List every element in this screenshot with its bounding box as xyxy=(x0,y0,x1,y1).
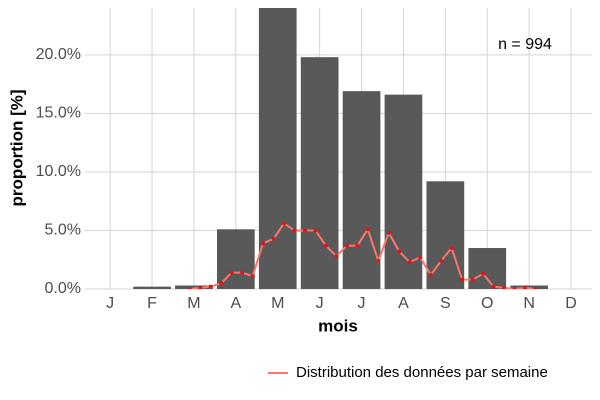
x-tick-label: J xyxy=(358,295,366,312)
point xyxy=(271,236,276,241)
point xyxy=(397,249,402,254)
bar xyxy=(468,248,507,289)
point xyxy=(344,243,349,248)
bar xyxy=(133,286,171,289)
point xyxy=(250,274,255,279)
y-tick-label: 5.0% xyxy=(45,222,81,239)
point xyxy=(439,258,444,263)
point xyxy=(282,221,287,226)
point xyxy=(198,285,203,289)
point xyxy=(229,270,234,275)
x-tick-label: D xyxy=(565,295,577,312)
y-axis-title: proportion [%] xyxy=(7,89,26,206)
point xyxy=(376,258,381,263)
x-axis-title: mois xyxy=(318,316,358,335)
x-tick-label: F xyxy=(147,295,157,312)
point xyxy=(302,228,307,233)
x-tick-label: M xyxy=(271,295,284,312)
point xyxy=(261,241,266,246)
point xyxy=(418,255,423,260)
point xyxy=(219,281,224,286)
annotation: n = 994 xyxy=(498,36,552,53)
bar xyxy=(258,8,297,289)
point xyxy=(323,243,328,248)
x-tick-label: J xyxy=(106,295,114,312)
point xyxy=(208,284,213,289)
point xyxy=(481,271,486,276)
y-tick-label: 0.0% xyxy=(45,280,81,297)
bar xyxy=(175,285,213,289)
x-tick-label: J xyxy=(316,295,324,312)
point xyxy=(365,227,370,232)
point xyxy=(334,254,339,259)
point xyxy=(355,243,360,248)
point xyxy=(240,270,245,275)
point xyxy=(460,277,465,282)
y-tick-label: 10.0% xyxy=(36,163,81,180)
x-tick-label: M xyxy=(187,295,200,312)
point xyxy=(522,285,527,289)
x-tick-label: A xyxy=(231,295,242,312)
point xyxy=(386,230,391,235)
point xyxy=(187,287,192,289)
point xyxy=(491,284,496,289)
x-tick-label: A xyxy=(398,295,409,312)
point xyxy=(313,228,318,233)
point xyxy=(502,285,507,289)
y-tick-label: 20.0% xyxy=(36,46,81,63)
point xyxy=(533,287,538,289)
x-tick-label: S xyxy=(440,295,451,312)
bar xyxy=(510,285,549,289)
point xyxy=(292,228,297,233)
bar xyxy=(300,57,339,289)
bar xyxy=(216,229,255,289)
point xyxy=(449,246,454,251)
point xyxy=(428,272,433,277)
line xyxy=(189,222,536,289)
y-tick-label: 15.0% xyxy=(36,105,81,122)
point xyxy=(407,260,412,265)
x-tick-label: O xyxy=(481,295,493,312)
point xyxy=(470,277,475,282)
plot-area xyxy=(133,8,549,289)
legend-label: Distribution des données par semaine xyxy=(296,364,548,381)
point xyxy=(512,287,517,289)
x-tick-label: N xyxy=(523,295,535,312)
bar xyxy=(342,91,381,289)
